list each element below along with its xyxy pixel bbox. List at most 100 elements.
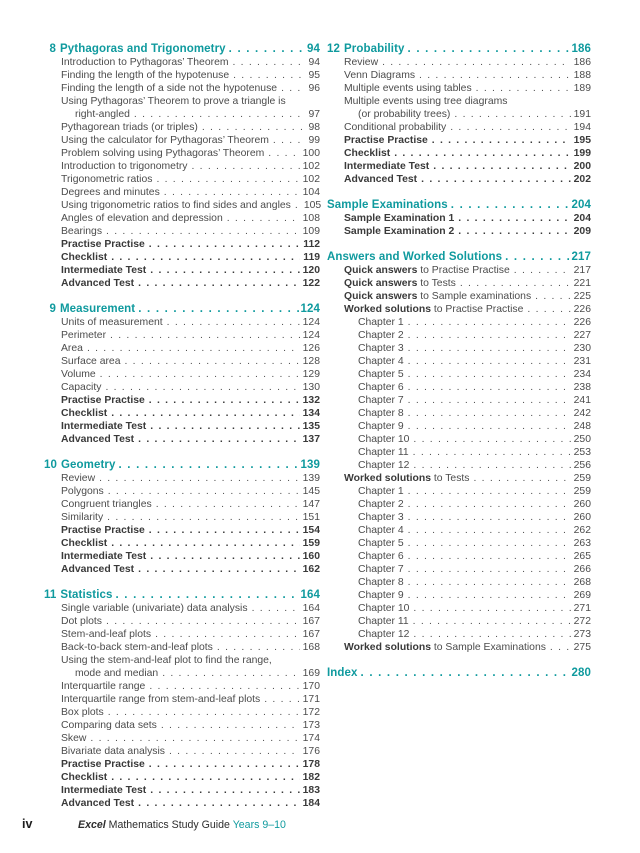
dot-leader (99, 472, 300, 485)
dot-leader (156, 498, 300, 511)
toc-entry-label-bold-part: Worked solutions (344, 304, 431, 315)
toc-entry-page-number: 172 (302, 707, 320, 718)
chapter-number: 12 (327, 43, 340, 55)
toc-entry-label: Finding the length of a side not the hyp… (61, 83, 278, 94)
toc-entry-label: Chapter 6 (358, 551, 404, 562)
toc-entry-label: Checklist (61, 252, 108, 263)
dot-leader (106, 615, 300, 628)
toc-entry-label: Chapter 9 (358, 421, 404, 432)
toc-entry-page-number: 124 (302, 330, 320, 341)
toc-entry: Area 126 (44, 342, 320, 355)
toc-entry: Back-to-back stem-and-leaf plots 168 (44, 641, 320, 654)
toc-entry: Practise Practise 112 (44, 238, 320, 251)
toc-entry-page-number: 154 (302, 525, 320, 536)
toc-entry-page-number: 260 (573, 499, 591, 510)
toc-entry-page-number: 183 (302, 785, 320, 796)
dot-leader (164, 186, 300, 199)
toc-entry: Dot plots 167 (44, 615, 320, 628)
book-title-rest: Mathematics Study Guide (105, 819, 233, 831)
toc-entry-page-number: 204 (573, 213, 591, 224)
toc-entry-label: Intermediate Test (61, 551, 147, 562)
toc-entry-label: Chapter 4 (358, 356, 404, 367)
dot-leader (408, 537, 571, 550)
dot-leader (413, 602, 570, 615)
dot-leader (233, 56, 306, 69)
chapter-page-number: 164 (300, 589, 320, 601)
toc-entry-page-number: 120 (302, 265, 320, 276)
dot-leader (150, 784, 299, 797)
toc-entry-label: Chapter 2 (358, 499, 404, 510)
dot-leader (458, 212, 570, 225)
toc-section-heading: Answers and Worked Solutions 217 (327, 250, 591, 264)
toc-entry-page-number: 182 (302, 772, 320, 783)
toc-entry-label: Intermediate Test (344, 161, 430, 172)
dot-leader (125, 355, 300, 368)
toc-entry-label: Advanced Test (344, 174, 418, 185)
toc-entry-label: Perimeter (61, 330, 107, 341)
dot-leader (87, 342, 300, 355)
dot-leader (149, 758, 300, 771)
chapter-number: 9 (49, 303, 56, 315)
toc-entry: Chapter 6 265 (327, 550, 591, 563)
toc-entry: Venn Diagrams 188 (327, 69, 591, 82)
toc-entry-label: Pythagorean triads (or triples) (61, 122, 198, 133)
toc-section-heading: 9 Measurement 124 (44, 302, 320, 316)
toc-entry: Chapter 12 273 (327, 628, 591, 641)
toc-entry-page-number: 95 (308, 70, 320, 81)
dot-leader (408, 576, 571, 589)
toc-entry-page-number: 98 (308, 122, 320, 133)
toc-entry-page-number: 173 (302, 720, 320, 731)
toc-entry-page-number: 176 (302, 746, 320, 757)
chapter-title: Measurement (60, 303, 136, 315)
toc-entry-label: Chapter 2 (358, 330, 404, 341)
toc-entry-label-bold-part: Quick answers (344, 265, 418, 276)
toc-entry-label: Worked solutions to Tests (344, 472, 470, 485)
dot-leader (408, 381, 571, 394)
book-title-brand: Excel (78, 819, 106, 831)
toc-entry-label: Trigonometric ratios (61, 174, 153, 185)
dot-leader (111, 771, 299, 784)
toc-entry: Trigonometric ratios 102 (44, 173, 320, 186)
dot-leader (105, 381, 299, 394)
toc-entry: Sample Examination 2 209 (327, 225, 591, 238)
toc-entry: Polygons 145 (44, 485, 320, 498)
toc-entry: Worked solutions to Tests 259 (327, 472, 591, 485)
toc-entry-page-number: 195 (573, 135, 591, 146)
toc-entry-label: Conditional probability (344, 122, 447, 133)
toc-entry-page-number: 159 (302, 538, 320, 549)
toc-entry-page-number: 263 (573, 538, 591, 549)
dot-leader (138, 277, 300, 290)
page-footer: iv Excel Mathematics Study Guide Years 9… (0, 817, 640, 837)
dot-leader (408, 329, 571, 342)
toc-section: Answers and Worked Solutions217Quick ans… (327, 250, 591, 654)
toc-entry: Advanced Test 184 (44, 797, 320, 810)
toc-entry: Practise Practise 195 (327, 134, 591, 147)
toc-entry-label: Chapter 11 (358, 447, 409, 458)
dot-leader (149, 394, 300, 407)
toc-entry-label: Stem-and-leaf plots (61, 629, 152, 640)
dot-leader (413, 459, 570, 472)
dot-leader (110, 329, 300, 342)
toc-entry-label: Using Pythagoras’ Theorem to prove a tri… (61, 96, 286, 107)
toc-entry-page-number: 169 (302, 668, 320, 679)
dot-leader (413, 446, 571, 459)
toc-entry: Review 186 (327, 56, 591, 69)
toc-entry-label: Angles of elevation and depression (61, 213, 223, 224)
toc-entry-page-number: 221 (573, 278, 591, 289)
toc-entry-label: Congruent triangles (61, 499, 152, 510)
toc-section-heading: Index 280 (327, 666, 591, 680)
toc-entry-label: Chapter 4 (358, 525, 404, 536)
dot-leader (408, 511, 571, 524)
toc-entry-page-number: 241 (573, 395, 591, 406)
toc-entry-label: Chapter 10 (358, 434, 410, 445)
toc-entry: Practise Practise 132 (44, 394, 320, 407)
chapter-page-number: 280 (571, 667, 591, 679)
toc-entry-page-number: 100 (302, 148, 320, 159)
toc-entry-label: (or probability trees) (358, 109, 451, 120)
toc-entry: Chapter 5 263 (327, 537, 591, 550)
toc-entry: Advanced Test 202 (327, 173, 591, 186)
toc-entry-label: Finding the length of the hypotenuse (61, 70, 230, 81)
toc-entry-page-number: 269 (573, 590, 591, 601)
